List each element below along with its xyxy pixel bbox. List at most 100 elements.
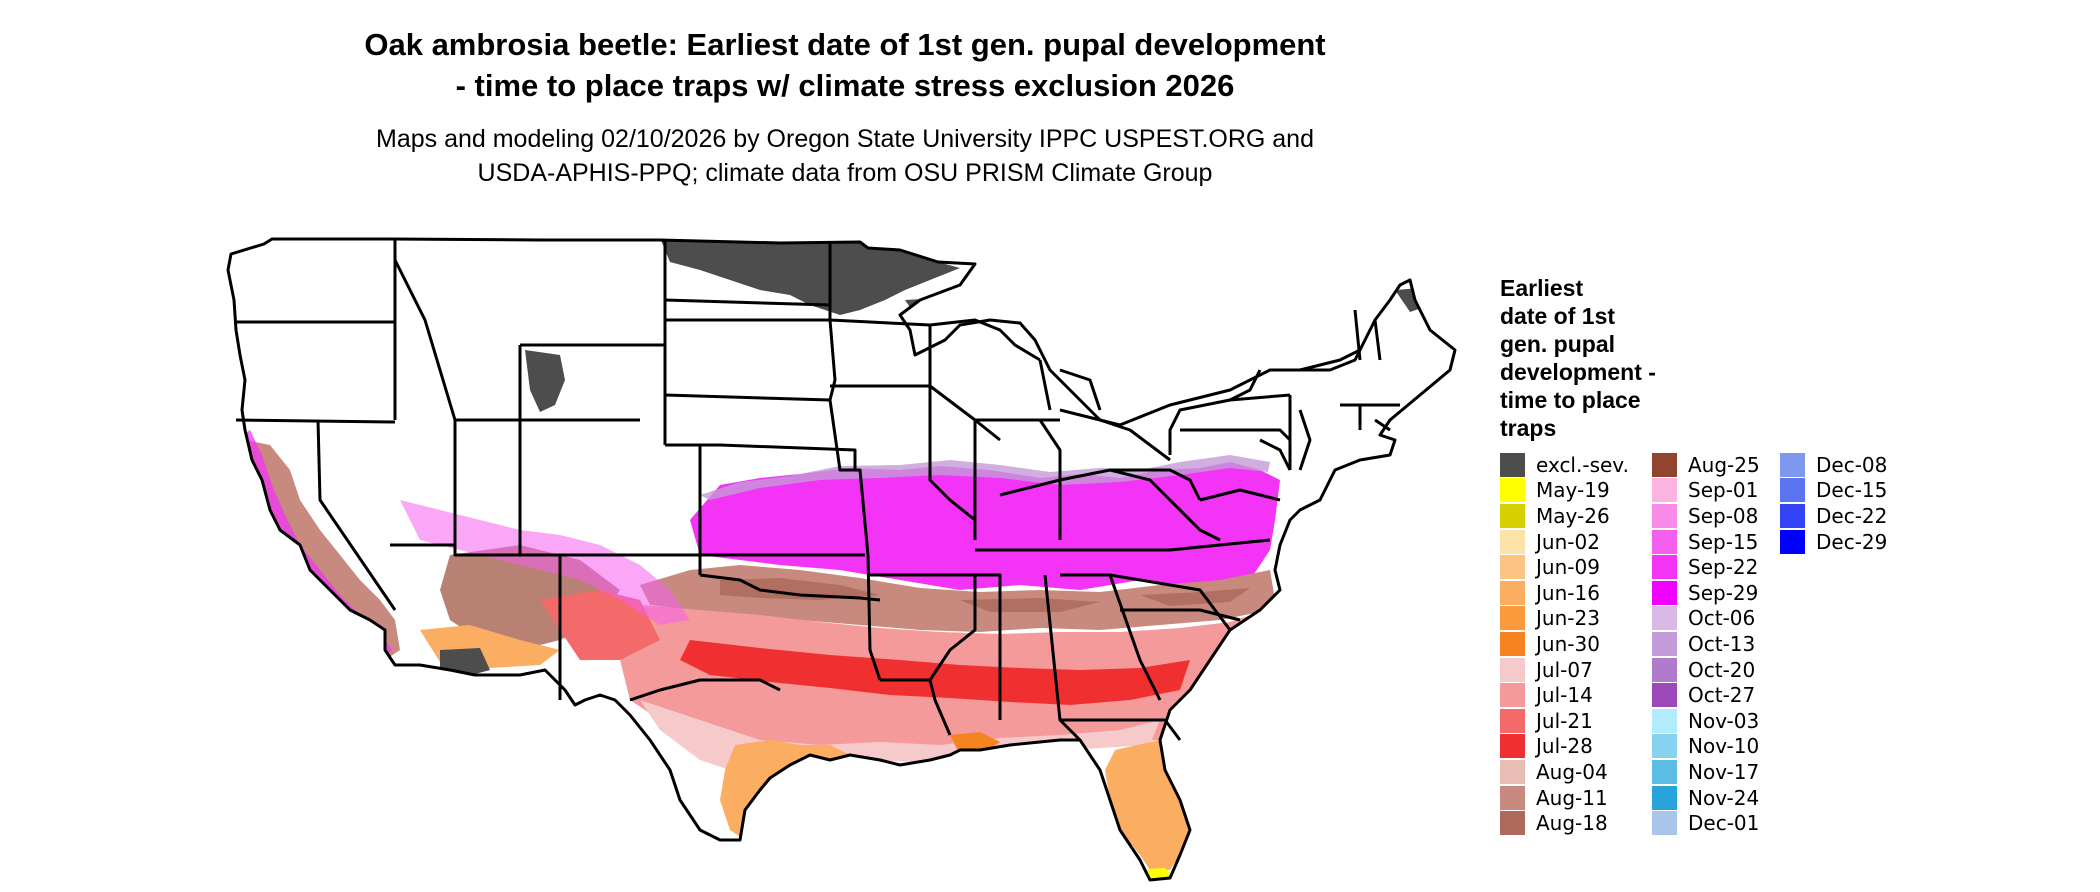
band-west-brown xyxy=(245,440,400,660)
legend-label: Sep-08 xyxy=(1688,503,1759,528)
legend-item: Dec-22 xyxy=(1780,503,1887,529)
legend-label: Dec-22 xyxy=(1816,503,1888,528)
subtitle-line-2: USDA-APHIS-PPQ; climate data from OSU PR… xyxy=(477,159,1213,187)
legend-title-line: gen. pupal xyxy=(1500,331,1615,357)
legend-label: May-26 xyxy=(1536,503,1610,528)
legend-item: Oct-20 xyxy=(1652,657,1760,683)
legend-column-2: Aug-25 Sep-01 Sep-08 Sep-15 Sep-22 Sep-29 Oct-… xyxy=(1652,452,1760,836)
legend-title-line: time to place xyxy=(1500,387,1641,413)
band-september xyxy=(690,462,1280,590)
band-october xyxy=(700,455,1270,500)
legend-item: Oct-06 xyxy=(1652,606,1760,632)
excluded-minnesota xyxy=(660,239,960,315)
legend-item: Sep-01 xyxy=(1652,478,1760,504)
band-june-texas xyxy=(720,740,850,840)
legend-label: Aug-25 xyxy=(1688,452,1760,477)
legend-item: Jul-28 xyxy=(1500,734,1629,760)
legend-label: Jul-14 xyxy=(1536,683,1593,708)
legend-label: Nov-24 xyxy=(1688,785,1760,810)
title-line-2: - time to place traps w/ climate stress … xyxy=(455,68,1235,103)
legend-swatch xyxy=(1652,478,1677,503)
legend-label: Aug-04 xyxy=(1536,759,1608,784)
legend-label: Nov-03 xyxy=(1688,708,1760,733)
legend-swatch xyxy=(1652,631,1677,656)
legend-label: Oct-20 xyxy=(1688,657,1756,682)
legend-swatch xyxy=(1780,503,1805,528)
legend-swatch xyxy=(1500,811,1525,836)
legend-column-1: excl.-sev. May-19 May-26 Jun-02 Jun-09 Jun-16… xyxy=(1500,452,1629,836)
legend-title: Earliest date of 1st gen. pupal developm… xyxy=(1500,274,1730,442)
legend-swatch xyxy=(1500,478,1525,503)
legend-item: Jul-21 xyxy=(1500,708,1629,734)
legend-item: Sep-08 xyxy=(1652,503,1760,529)
legend-item: Sep-22 xyxy=(1652,554,1760,580)
legend-swatch xyxy=(1500,657,1525,682)
legend-label: Sep-01 xyxy=(1688,478,1759,503)
map-title: Oak ambrosia beetle: Earliest date of 1s… xyxy=(200,24,1490,106)
legend-label: Dec-01 xyxy=(1688,811,1760,836)
legend-label: Jun-09 xyxy=(1536,555,1600,580)
subtitle-line-1: Maps and modeling 02/10/2026 by Oregon S… xyxy=(376,125,1314,153)
legend-item: Aug-11 xyxy=(1500,785,1629,811)
legend-swatch xyxy=(1652,811,1677,836)
legend-swatch xyxy=(1652,785,1677,810)
legend-swatch xyxy=(1652,708,1677,733)
legend-item: Aug-04 xyxy=(1500,759,1629,785)
legend-swatch xyxy=(1500,683,1525,708)
legend-item: Dec-29 xyxy=(1780,529,1887,555)
legend-item: excl.-sev. xyxy=(1500,452,1629,478)
band-june-florida xyxy=(1105,740,1190,870)
band-southwest-magenta xyxy=(400,500,690,625)
legend-swatch xyxy=(1652,734,1677,759)
legend-swatch xyxy=(1500,503,1525,528)
legend-swatch xyxy=(1780,452,1805,477)
legend-label: Jul-07 xyxy=(1536,657,1593,682)
title-line-1: Oak ambrosia beetle: Earliest date of 1s… xyxy=(364,27,1326,62)
legend-swatch xyxy=(1652,555,1677,580)
legend-swatch xyxy=(1500,631,1525,656)
legend-label: Jun-02 xyxy=(1536,529,1600,554)
legend-label: Nov-10 xyxy=(1688,734,1760,759)
legend-title-line: traps xyxy=(1500,415,1557,441)
legend-label: Dec-15 xyxy=(1816,478,1888,503)
legend-item: Aug-25 xyxy=(1652,452,1760,478)
legend-item: May-26 xyxy=(1500,503,1629,529)
legend-item: Dec-08 xyxy=(1780,452,1887,478)
legend-swatch xyxy=(1500,529,1525,554)
legend-swatch xyxy=(1652,503,1677,528)
legend-label: Jun-30 xyxy=(1536,631,1600,656)
legend-item: Jun-23 xyxy=(1500,606,1629,632)
legend-item: Dec-01 xyxy=(1652,810,1760,836)
legend-label: Oct-27 xyxy=(1688,683,1756,708)
legend-item: Sep-29 xyxy=(1652,580,1760,606)
legend-title-line: date of 1st xyxy=(1500,303,1616,329)
map-subtitle: Maps and modeling 02/10/2026 by Oregon S… xyxy=(200,122,1490,190)
legend-swatch xyxy=(1652,529,1677,554)
legend-swatch xyxy=(1500,555,1525,580)
legend-item: Oct-13 xyxy=(1652,631,1760,657)
legend-title-line: Earliest xyxy=(1500,275,1584,301)
legend-item: Nov-17 xyxy=(1652,759,1760,785)
legend-swatch xyxy=(1500,708,1525,733)
legend-swatch xyxy=(1500,734,1525,759)
legend-swatch xyxy=(1500,606,1525,631)
legend-label: Sep-29 xyxy=(1688,580,1759,605)
legend-label: Aug-18 xyxy=(1536,811,1608,836)
legend-item: Jun-02 xyxy=(1500,529,1629,555)
legend-swatch xyxy=(1652,657,1677,682)
legend-label: Jul-21 xyxy=(1536,708,1593,733)
legend-swatch xyxy=(1500,759,1525,784)
legend-label: May-19 xyxy=(1536,478,1610,503)
legend-label: Dec-29 xyxy=(1816,529,1888,554)
legend-label: Jun-16 xyxy=(1536,580,1600,605)
legend-label: Dec-08 xyxy=(1816,452,1888,477)
legend-swatch xyxy=(1652,606,1677,631)
legend-item: Nov-03 xyxy=(1652,708,1760,734)
legend-item: Dec-15 xyxy=(1780,478,1887,504)
legend-label: Sep-15 xyxy=(1688,529,1759,554)
legend-swatch xyxy=(1652,580,1677,605)
legend-item: Jun-16 xyxy=(1500,580,1629,606)
legend-swatch xyxy=(1780,478,1805,503)
legend-label: Oct-06 xyxy=(1688,606,1756,631)
band-arizona-red xyxy=(540,590,660,660)
